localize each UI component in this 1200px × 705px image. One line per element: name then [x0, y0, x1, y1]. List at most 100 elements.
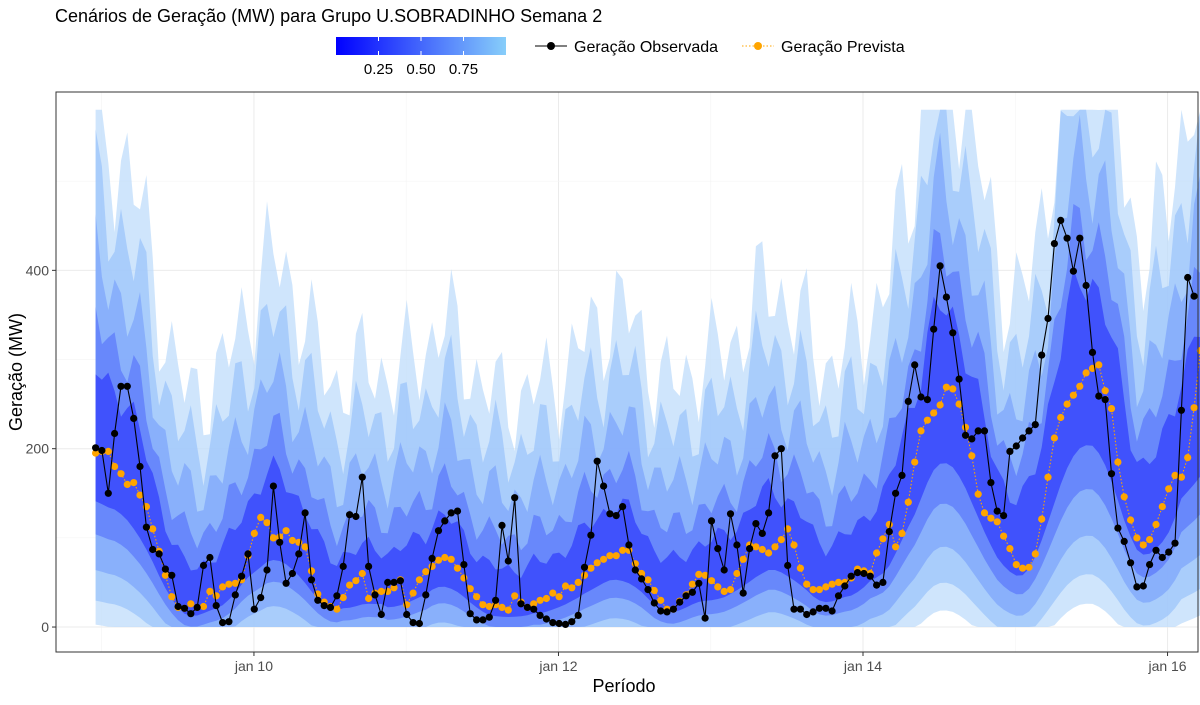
observed-point	[219, 619, 227, 627]
forecast-point	[447, 555, 455, 563]
observed-point	[250, 605, 258, 613]
observed-point	[276, 538, 284, 546]
observed-point	[917, 393, 925, 401]
forecast-point	[1063, 400, 1071, 408]
observed-point	[866, 572, 874, 580]
forecast-point	[263, 519, 271, 527]
observed-point	[1044, 314, 1052, 323]
observed-point	[136, 462, 144, 471]
observed-point	[574, 611, 582, 620]
observed-point	[682, 592, 690, 600]
forecast-point	[307, 567, 316, 575]
forecast-point	[987, 514, 995, 522]
forecast-point	[250, 529, 258, 538]
observed-point	[447, 509, 455, 517]
forecast-point	[257, 513, 265, 522]
forecast-point	[936, 401, 944, 409]
observed-point	[860, 569, 868, 578]
forecast-point	[904, 498, 912, 506]
forecast-point	[1000, 532, 1008, 540]
forecast-point	[1177, 473, 1185, 481]
observed-point	[339, 562, 347, 571]
forecast-point	[961, 423, 970, 431]
observed-point	[993, 507, 1001, 515]
observed-point	[796, 605, 805, 613]
observed-point	[815, 604, 824, 612]
observed-point	[707, 517, 716, 525]
forecast-point	[269, 534, 277, 542]
forecast-point	[346, 581, 354, 589]
forecast-point	[1190, 404, 1198, 412]
forecast-point	[701, 571, 709, 579]
observed-point	[441, 517, 449, 525]
forecast-point	[511, 592, 519, 600]
observed-point	[644, 586, 652, 594]
observed-point	[987, 479, 995, 487]
observed-point	[847, 572, 855, 580]
forecast-point	[555, 593, 563, 601]
forecast-point	[288, 536, 296, 545]
forecast-point	[606, 552, 614, 560]
observed-point	[955, 375, 963, 383]
legend-observed-marker	[547, 42, 555, 50]
observed-point	[536, 611, 544, 620]
legend-forecast-marker	[754, 42, 762, 50]
forecast-point	[1050, 434, 1058, 442]
forecast-point	[726, 586, 735, 594]
observed-point	[936, 262, 944, 270]
observed-point	[758, 529, 766, 538]
observed-point	[460, 561, 468, 569]
forecast-point	[574, 578, 582, 587]
observed-point	[352, 512, 360, 521]
forecast-point	[333, 605, 341, 613]
observed-point	[1101, 396, 1109, 404]
forecast-point	[453, 564, 462, 572]
observed-point	[625, 541, 633, 549]
observed-point	[930, 325, 938, 333]
observed-point	[784, 561, 792, 570]
observed-point	[752, 520, 760, 528]
observed-point	[142, 523, 150, 531]
forecast-point	[390, 584, 398, 592]
observed-point	[631, 566, 639, 574]
forecast-point	[911, 458, 919, 466]
forecast-point	[619, 546, 627, 554]
observed-point	[809, 608, 817, 616]
forecast-point	[993, 518, 1001, 526]
forecast-point	[206, 587, 214, 596]
forecast-point	[1139, 541, 1147, 549]
observed-point	[600, 482, 608, 490]
observed-point	[1120, 537, 1128, 546]
observed-point	[492, 596, 500, 604]
colorbar-tick-label: 0.25	[364, 61, 393, 78]
forecast-point	[1038, 515, 1046, 523]
observed-point	[612, 511, 620, 520]
forecast-point	[479, 601, 487, 609]
observed-point	[301, 509, 309, 517]
observed-point	[187, 610, 195, 618]
observed-point	[174, 602, 182, 611]
forecast-point	[282, 527, 290, 535]
observed-point	[263, 566, 271, 574]
observed-point	[1190, 292, 1198, 300]
forecast-point	[580, 571, 589, 579]
observed-point	[739, 589, 747, 597]
forecast-point	[796, 564, 805, 572]
forecast-point	[136, 491, 144, 499]
forecast-point	[187, 600, 195, 608]
observed-point	[225, 618, 233, 626]
observed-point	[746, 545, 754, 553]
observed-point	[853, 569, 862, 577]
observed-point	[961, 431, 970, 439]
observed-point	[333, 592, 341, 600]
observed-point	[111, 429, 119, 438]
forecast-point	[466, 585, 474, 593]
observed-point	[726, 510, 735, 518]
forecast-point	[803, 580, 811, 588]
observed-point	[193, 603, 201, 612]
forecast-point	[441, 553, 449, 562]
x-tick-label: jan 14	[843, 658, 882, 674]
forecast-point	[930, 409, 938, 417]
observed-point	[466, 610, 474, 618]
forecast-point	[644, 576, 652, 584]
